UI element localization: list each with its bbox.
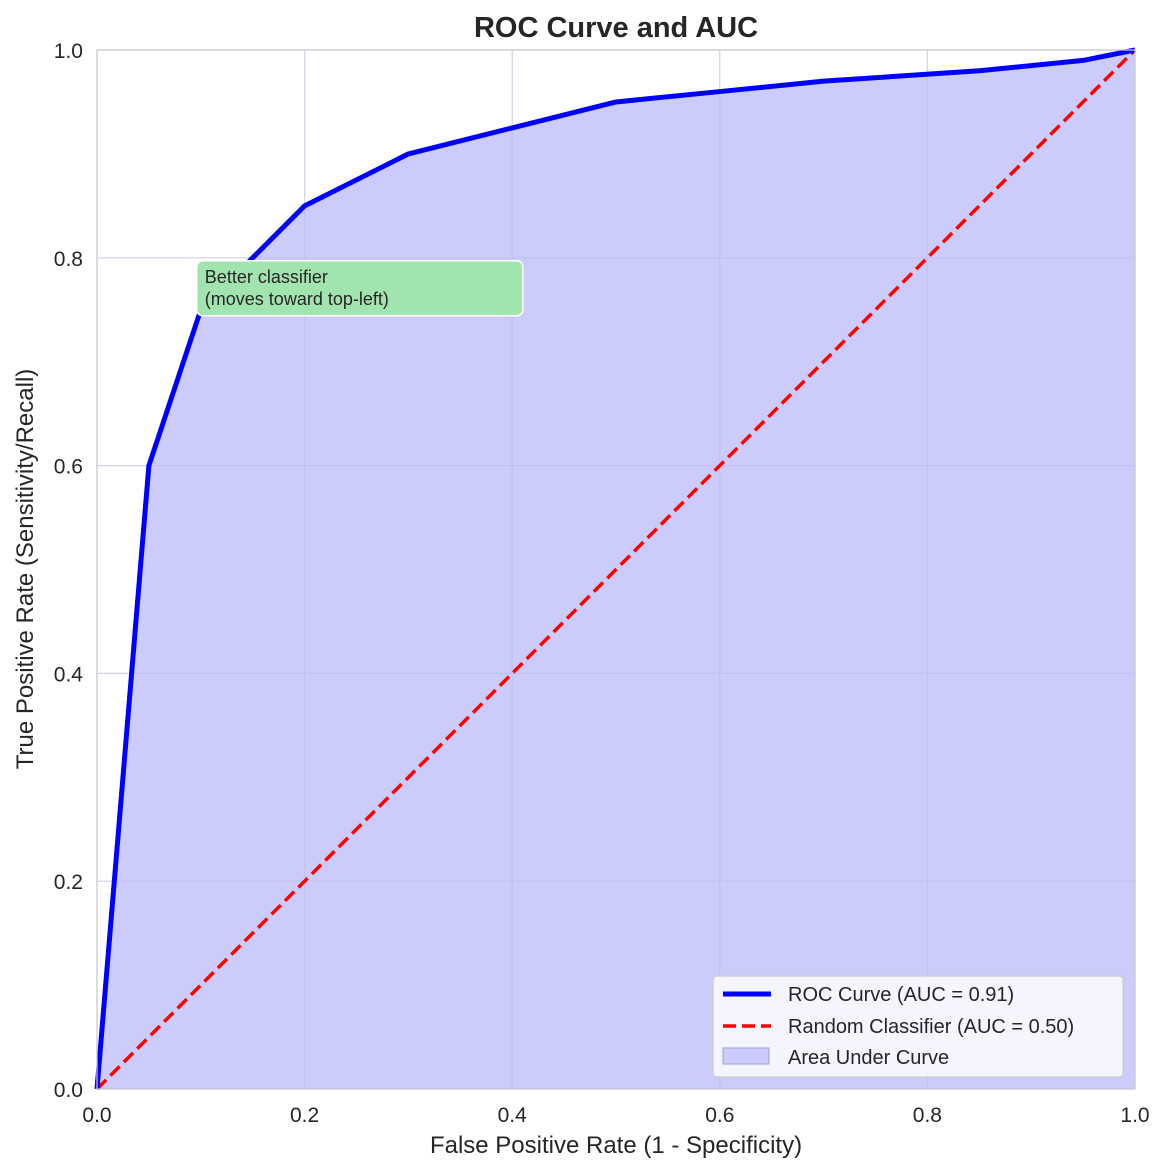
x-tick-label: 0.2 bbox=[290, 1104, 319, 1127]
x-tick-label: 1.0 bbox=[1120, 1104, 1149, 1127]
annotation-line-1: Better classifier bbox=[205, 267, 328, 287]
annotation-box: Better classifier (moves toward top-left… bbox=[196, 260, 524, 317]
y-axis-label: True Positive Rate (Sensitivity/Recall) bbox=[12, 369, 39, 770]
y-tick-label: 1.0 bbox=[54, 40, 83, 63]
annotation-line-2: (moves toward top-left) bbox=[205, 289, 389, 309]
y-tick-label: 0.2 bbox=[54, 871, 83, 894]
roc-curve-line bbox=[94, 47, 1136, 1090]
legend-area-label: Area Under Curve bbox=[788, 1047, 949, 1069]
chart-title: ROC Curve and AUC bbox=[474, 12, 758, 44]
plot-area bbox=[94, 47, 1137, 1091]
y-tick-label: 0.0 bbox=[54, 1079, 83, 1102]
x-tick-label: 0.0 bbox=[82, 1104, 111, 1127]
plot-frame bbox=[96, 49, 1136, 1090]
x-tick-label: 0.4 bbox=[498, 1104, 528, 1127]
legend-area-swatch bbox=[722, 1047, 770, 1065]
legend-roc-label: ROC Curve (AUC = 0.91) bbox=[788, 984, 1014, 1006]
y-tick-labels: 0.0 0.2 0.4 0.6 0.8 1.0 bbox=[54, 40, 84, 1102]
legend-box bbox=[712, 975, 1124, 1078]
legend-random-label: Random Classifier (AUC = 0.50) bbox=[788, 1016, 1074, 1038]
x-axis-label: False Positive Rate (1 - Specificity) bbox=[430, 1132, 802, 1159]
legend: ROC Curve (AUC = 0.91) Random Classifier… bbox=[712, 975, 1124, 1078]
y-tick-label: 0.8 bbox=[54, 248, 83, 271]
y-tick-label: 0.6 bbox=[54, 456, 83, 479]
x-tick-labels: 0.0 0.2 0.4 0.6 0.8 1.0 bbox=[82, 1104, 1149, 1127]
y-tick-label: 0.4 bbox=[54, 663, 84, 686]
x-tick-label: 0.6 bbox=[705, 1104, 734, 1127]
annotation-background bbox=[196, 260, 524, 317]
random-classifier-line bbox=[95, 48, 1137, 1091]
x-tick-label: 0.8 bbox=[913, 1104, 942, 1127]
